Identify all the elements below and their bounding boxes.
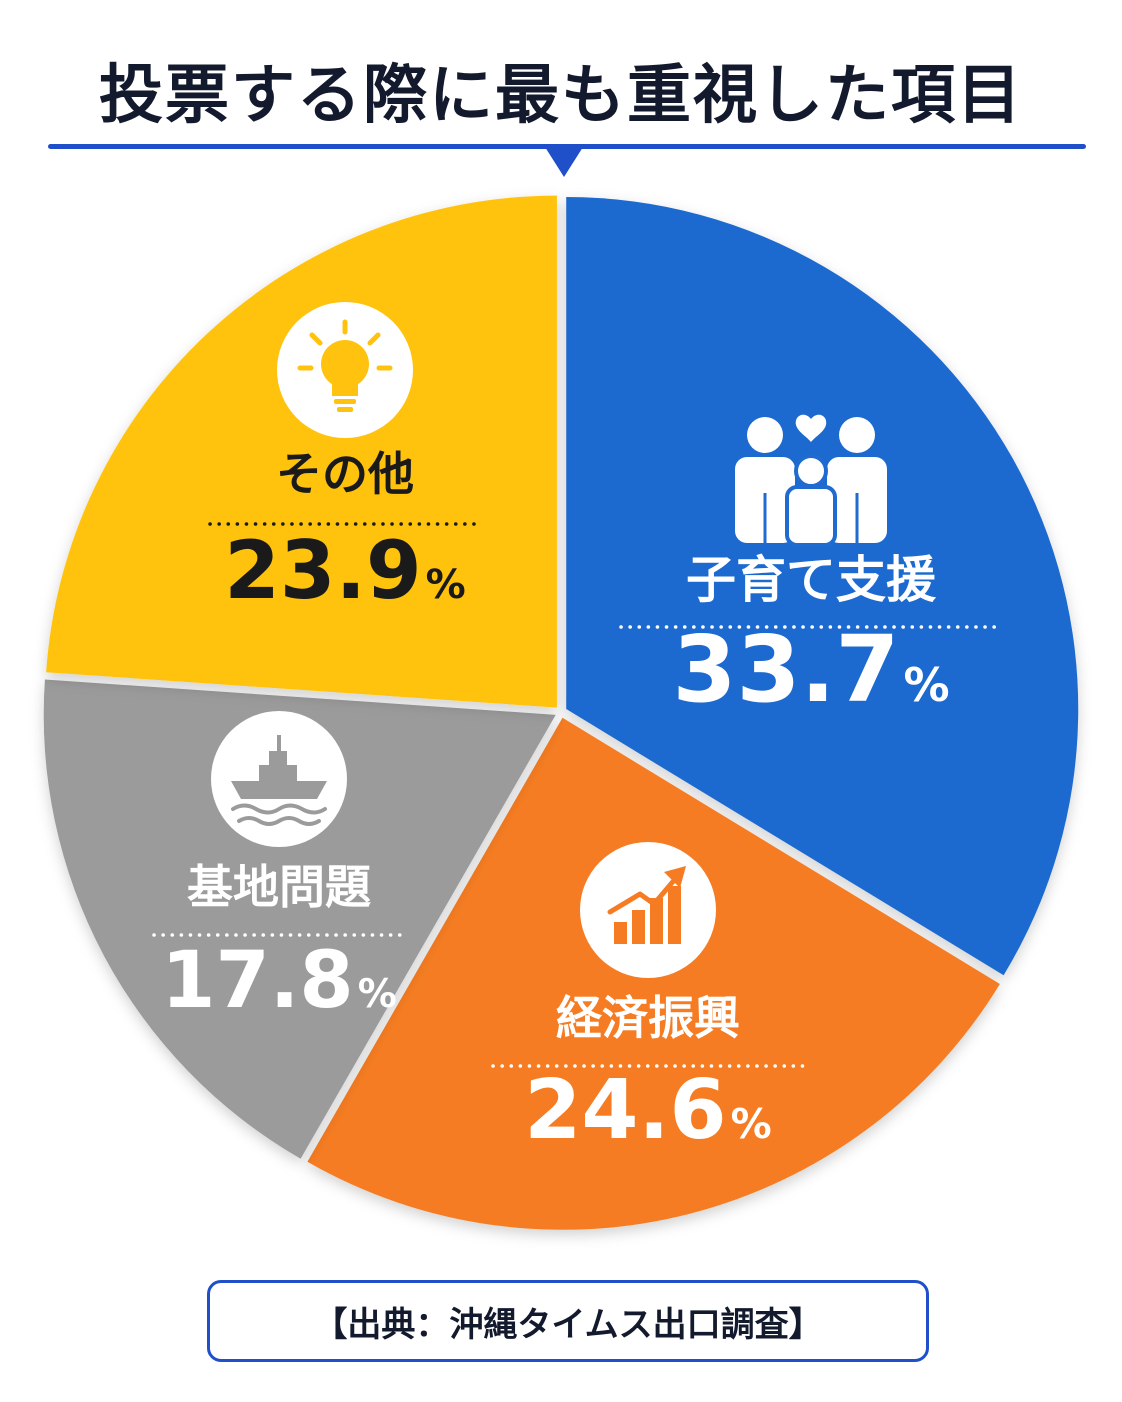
pie-chart: 子育て支援 33.7% 経済振興 24.6% 基地問題 17.8 % その他 23.9% [43, 195, 1079, 1230]
slice-label: 経済振興 [556, 991, 740, 1045]
title-underline [48, 144, 1086, 149]
slice-value: 23.9% [224, 524, 465, 617]
slice-label: 子育て支援 [686, 551, 937, 609]
lightbulb-icon [277, 302, 413, 438]
slice-value: 24.6% [524, 1063, 771, 1158]
warship-icon [211, 711, 347, 847]
slice-lightbulb [46, 195, 557, 708]
slice-value: 17.8% [161, 936, 397, 1026]
slice-warship [43, 679, 556, 1159]
source-note: 【出典：沖縄タイムス出口調査】 [207, 1280, 929, 1362]
slice-value: 33.7% [672, 616, 949, 723]
slice-label: 基地問題 [187, 860, 371, 914]
family-icon [735, 414, 887, 547]
slice-label: その他 [276, 447, 414, 501]
slice-family [566, 197, 1079, 976]
growth-chart-icon [580, 842, 716, 978]
chart-title: 投票する際に最も重視した項目 [99, 59, 1023, 133]
title-pointer [545, 147, 583, 177]
